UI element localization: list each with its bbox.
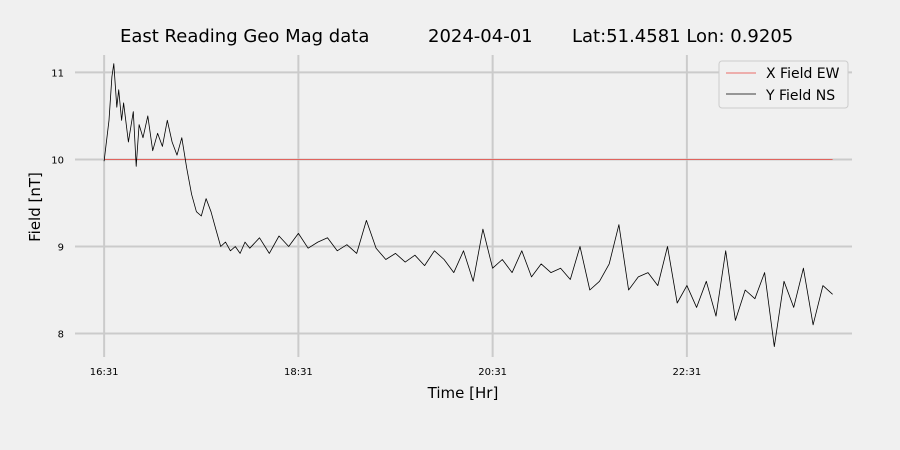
y-tick-label: 9 bbox=[58, 242, 64, 253]
legend-label-x-field: X Field EW bbox=[766, 66, 840, 82]
x-tick-label: 20:31 bbox=[478, 367, 507, 378]
y-tick-label: 11 bbox=[51, 68, 64, 79]
chart-title-location: Lat:51.4581 Lon: 0.9205 bbox=[572, 26, 793, 47]
legend: X Field EW Y Field NS bbox=[718, 60, 849, 109]
y-tick-label: 10 bbox=[51, 155, 64, 166]
x-ticks: 16:31 18:31 20:31 22:31 bbox=[90, 367, 702, 378]
x-tick-label: 16:31 bbox=[90, 367, 119, 378]
y-axis-label: Field [nT] bbox=[26, 172, 44, 242]
x-axis-label: Time [Hr] bbox=[427, 384, 499, 402]
x-tick-label: 22:31 bbox=[672, 367, 701, 378]
x-tick-label: 18:31 bbox=[284, 367, 313, 378]
chart-title-name: East Reading Geo Mag data bbox=[120, 26, 369, 47]
chart-title-date: 2024-04-01 bbox=[428, 26, 533, 47]
series-line-y-field-ns bbox=[103, 63, 833, 348]
series-layer bbox=[103, 63, 833, 348]
y-tick-label: 8 bbox=[58, 330, 64, 341]
y-ticks: 8 9 10 11 bbox=[51, 68, 64, 340]
legend-label-y-field: Y Field NS bbox=[765, 88, 835, 104]
